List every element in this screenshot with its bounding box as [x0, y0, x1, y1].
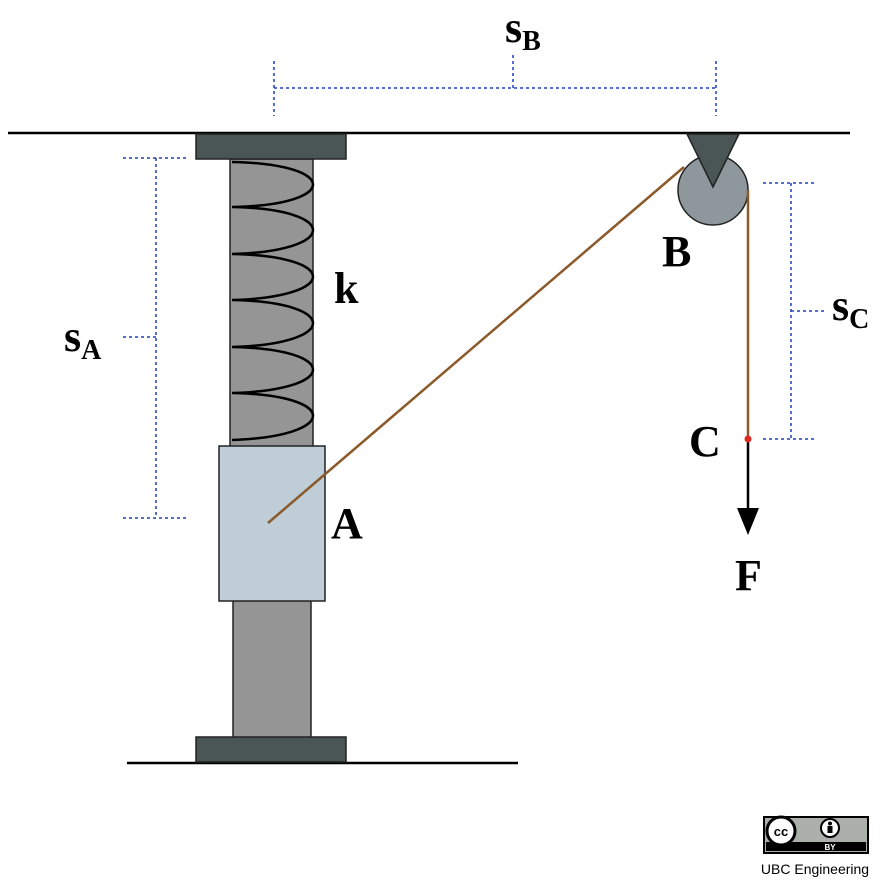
label-sc-main: s — [832, 281, 849, 330]
point-c-marker — [744, 435, 752, 443]
by-text: BY — [824, 843, 836, 852]
credit-text: UBC Engineering — [761, 861, 869, 877]
block-a — [218, 445, 326, 602]
label-spring-k: k — [334, 264, 359, 313]
label-sa-sub: A — [81, 335, 102, 366]
label-block-a: A — [331, 499, 363, 548]
label-point-c: C — [689, 417, 721, 466]
top-plate — [195, 133, 347, 160]
cc-icon — [765, 815, 797, 847]
label-sb-sub: B — [522, 26, 541, 57]
label-sc: sC — [832, 281, 869, 335]
dimension-sc — [763, 182, 824, 440]
label-sb: sB — [505, 3, 541, 57]
label-sa-main: s — [64, 312, 81, 361]
lower-rod — [232, 599, 312, 740]
label-sb-main: s — [505, 3, 522, 52]
label-sc-sub: C — [849, 304, 869, 335]
dimension-sa — [123, 157, 188, 519]
label-force-f: F — [735, 551, 762, 600]
cc-text: cc — [774, 824, 788, 839]
pulley-mount — [685, 133, 741, 189]
cc-by-badge: cc BY — [763, 815, 869, 854]
label-sa: sA — [64, 312, 102, 366]
label-pulley-b: B — [662, 227, 691, 276]
cable-a-to-b — [267, 166, 685, 524]
bottom-plate — [195, 736, 347, 763]
spring-coil — [231, 160, 314, 442]
dimension-sb — [273, 55, 717, 116]
force-arrow-head — [737, 508, 759, 535]
